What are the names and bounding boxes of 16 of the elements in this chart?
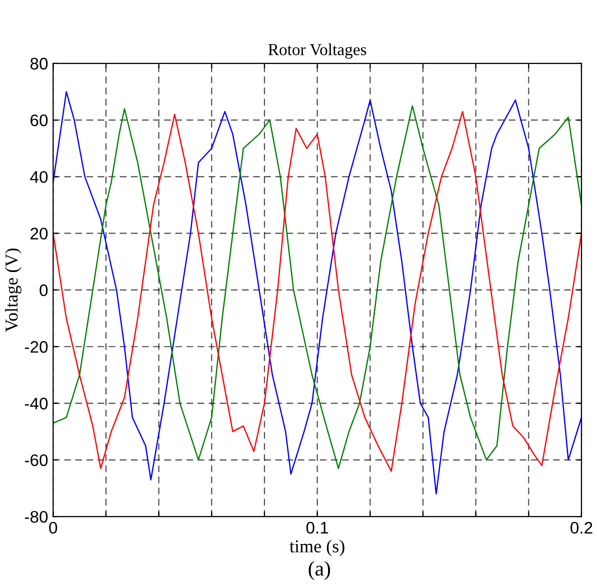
y-axis-title: Voltage (V) xyxy=(4,248,22,332)
y-tick-label: 40 xyxy=(30,171,48,183)
y-tick-label: -80 xyxy=(24,510,48,523)
x-axis-title: time (s) xyxy=(290,540,344,556)
y-tick-label: 60 xyxy=(30,114,48,126)
text: (a) xyxy=(308,561,330,580)
y-tick-label: 20 xyxy=(30,228,48,240)
x-tick-label: 0 xyxy=(49,522,58,534)
chart-title: Rotor Voltages xyxy=(268,44,366,59)
x-tick-label: 0.2 xyxy=(570,522,592,534)
y-tick-label: -20 xyxy=(24,341,48,353)
y-tick-label: -40 xyxy=(24,398,48,410)
y-tick-label: -60 xyxy=(24,454,48,466)
x-tick-label: 0.1 xyxy=(306,522,328,534)
y-tick-label: 0 xyxy=(40,284,48,296)
y-tick-label: 80 xyxy=(30,58,48,70)
